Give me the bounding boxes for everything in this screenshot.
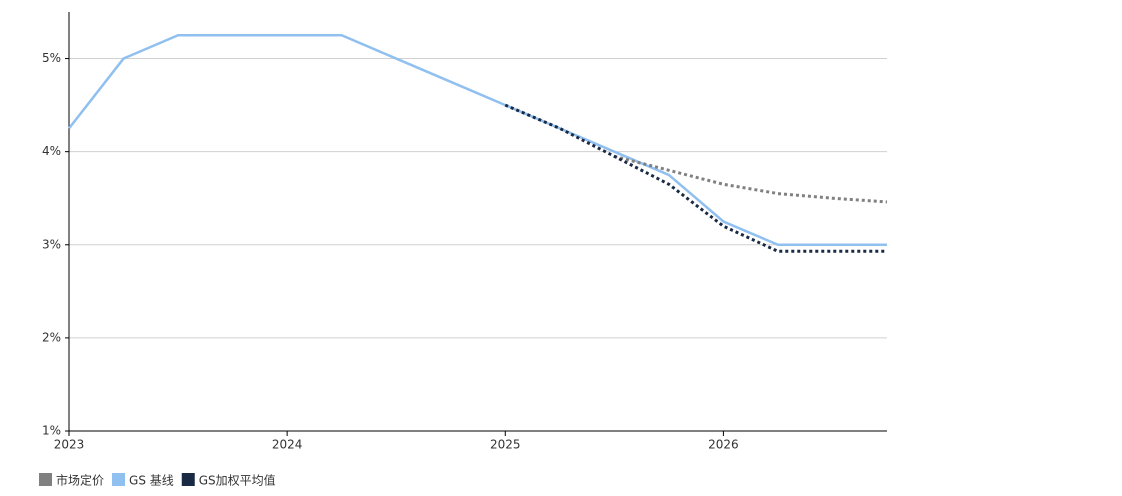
y-tick-label: 1% [42,424,61,438]
y-tick-label: 2% [42,330,61,344]
series-line [68,34,887,247]
x-tick-label: 2024 [272,438,303,452]
y-tick-label: 4% [42,144,61,158]
series-line [504,103,887,253]
x-tick-label: 2026 [708,438,739,452]
legend-label: GS加权平均值 [199,473,276,488]
y-tick-label: 3% [42,237,61,251]
legend-label: 市场定价 [56,473,104,488]
y-tick-label: 5% [42,51,61,65]
x-tick-label: 2025 [490,438,521,452]
legend-swatch [112,473,126,486]
legend-swatch [39,473,52,486]
legend-label: GS 基线 [129,474,174,488]
series-line [613,154,888,204]
legend-swatch [181,473,195,486]
x-tick-label: 2023 [54,438,85,452]
